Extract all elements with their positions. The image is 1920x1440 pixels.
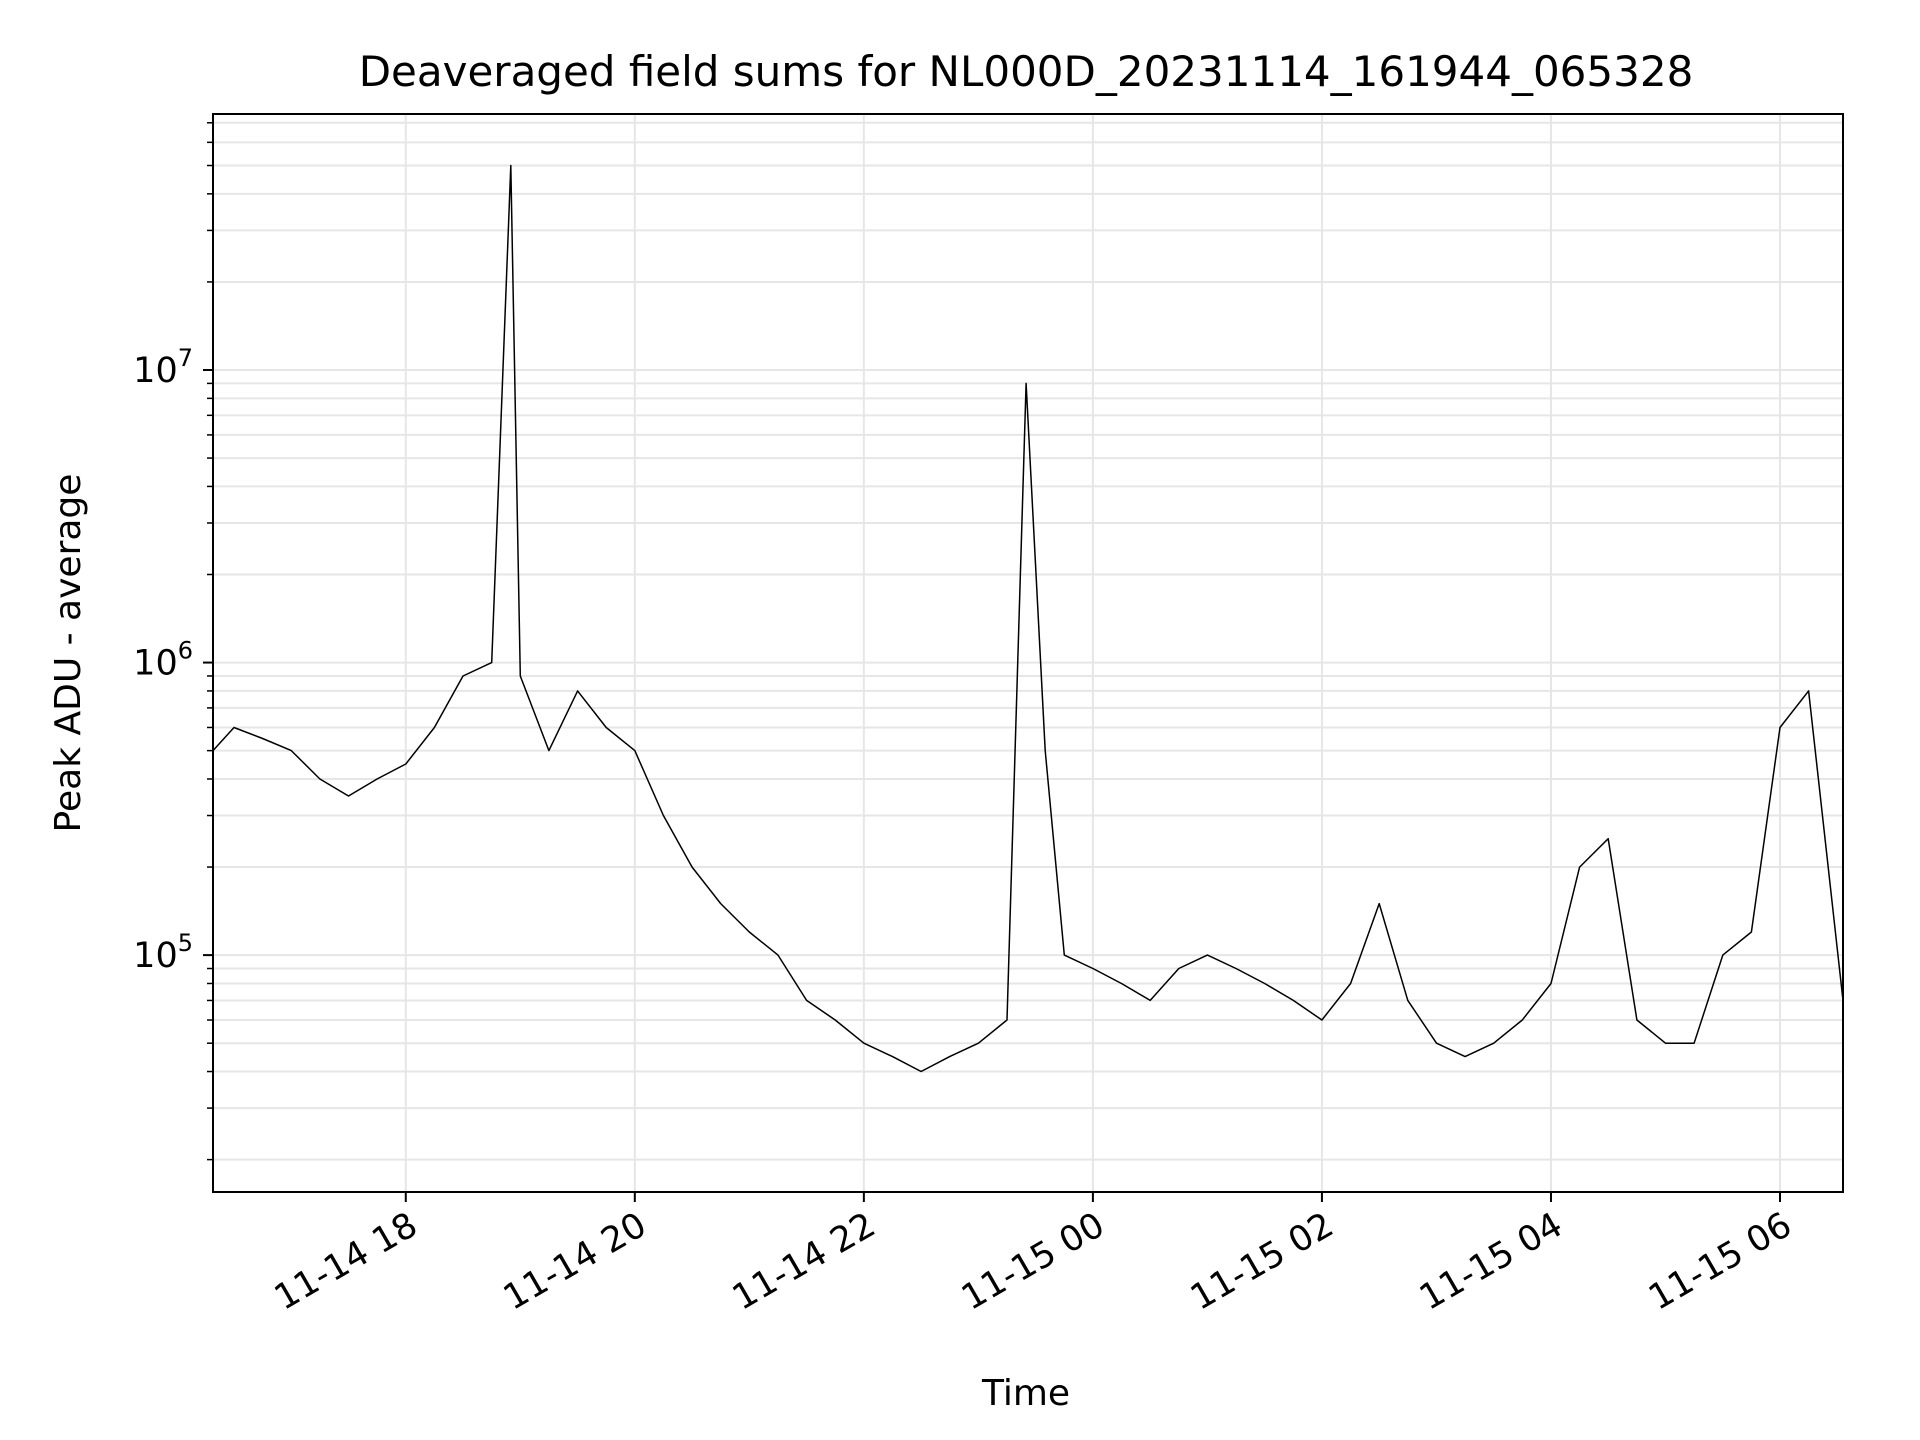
- grid: [213, 114, 1843, 1192]
- y-tick-label: 106: [133, 637, 193, 684]
- x-axis-label: Time: [981, 1373, 1070, 1414]
- plot-area: [212, 113, 1844, 1193]
- series-line: [212, 164, 1844, 1073]
- y-tick-label: 105: [133, 929, 193, 976]
- series-layer: [212, 164, 1844, 1073]
- y-tick-label: 107: [133, 344, 193, 391]
- y-axis-label: Peak ADU - average: [48, 474, 89, 833]
- y-axis: 105 106 107: [133, 122, 213, 1161]
- chart-title: Deaveraged field sums for NL000D_2023111…: [359, 47, 1694, 96]
